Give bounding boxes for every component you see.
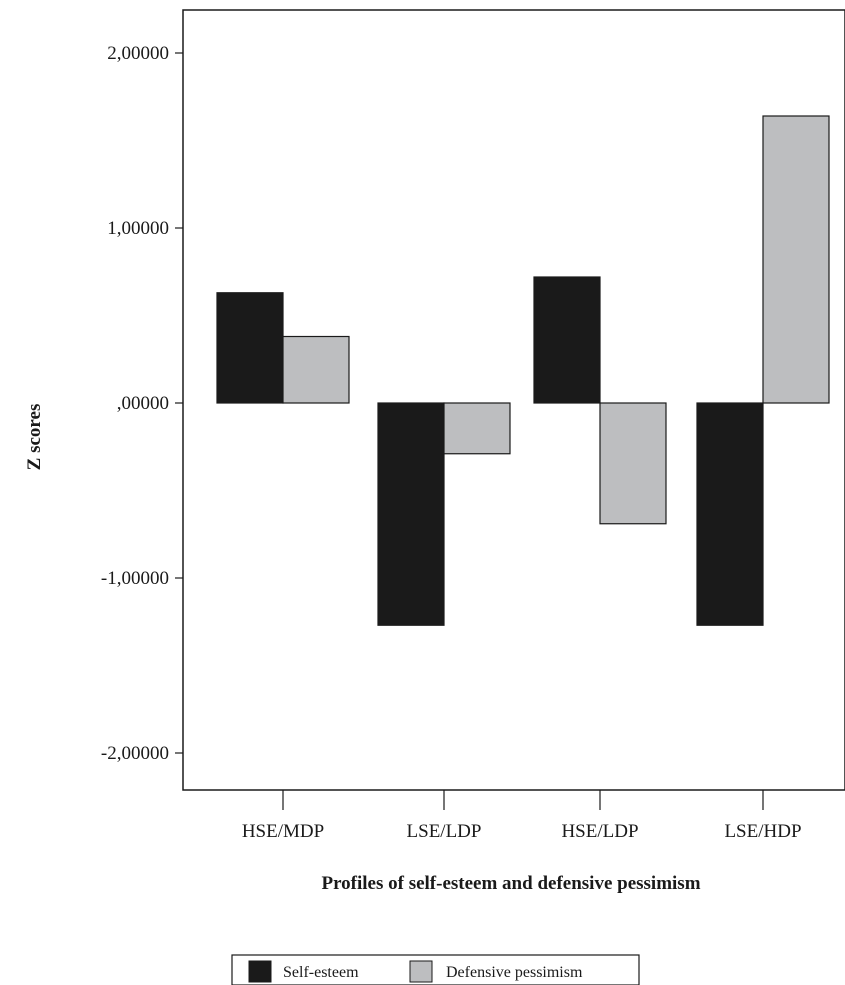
bar-defensive-pessimism-lse-ldp [443, 402, 511, 455]
x-tick-label: LSE/HDP [724, 821, 801, 842]
x-tick-label: LSE/LDP [407, 821, 482, 842]
bar-self-esteem-lse-ldp [377, 402, 445, 626]
x-tick-label: HSE/LDP [561, 821, 638, 842]
legend-label-self-esteem: Self-esteem [283, 964, 359, 981]
legend-frame [231, 954, 640, 985]
legend-label-defensive-pessimism: Defensive pessimism [446, 964, 583, 981]
plot-frame [182, 9, 845, 791]
x-axis-title: Profiles of self-esteem and defensive pe… [321, 873, 700, 894]
bars-group [216, 115, 830, 626]
legend-swatch-self-esteem [248, 960, 272, 983]
y-tick-label: ,00000 [117, 393, 169, 414]
y-axis-title: Z scores [24, 404, 45, 471]
y-tick-label: -2,00000 [101, 743, 169, 764]
legend: Self-esteem Defensive pessimism [231, 954, 640, 985]
bar-self-esteem-lse-hdp [696, 402, 764, 626]
bar-defensive-pessimism-hse-mdp [282, 335, 350, 404]
x-tick-label: HSE/MDP [242, 821, 324, 842]
legend-swatch-defensive-pessimism [409, 960, 433, 983]
bar-defensive-pessimism-hse-ldp [599, 402, 667, 525]
bar-self-esteem-hse-ldp [533, 276, 601, 404]
y-tick-label: 1,00000 [107, 218, 169, 239]
x-axis-ticks: HSE/MDP LSE/LDP HSE/LDP LSE/HDP [242, 790, 802, 842]
y-axis-ticks: 2,00000 1,00000 ,00000 -1,00000 -2,00000 [101, 43, 183, 764]
y-tick-label: 2,00000 [107, 43, 169, 64]
bar-defensive-pessimism-lse-hdp [762, 115, 830, 404]
y-tick-label: -1,00000 [101, 568, 169, 589]
bar-self-esteem-hse-mdp [216, 292, 284, 404]
